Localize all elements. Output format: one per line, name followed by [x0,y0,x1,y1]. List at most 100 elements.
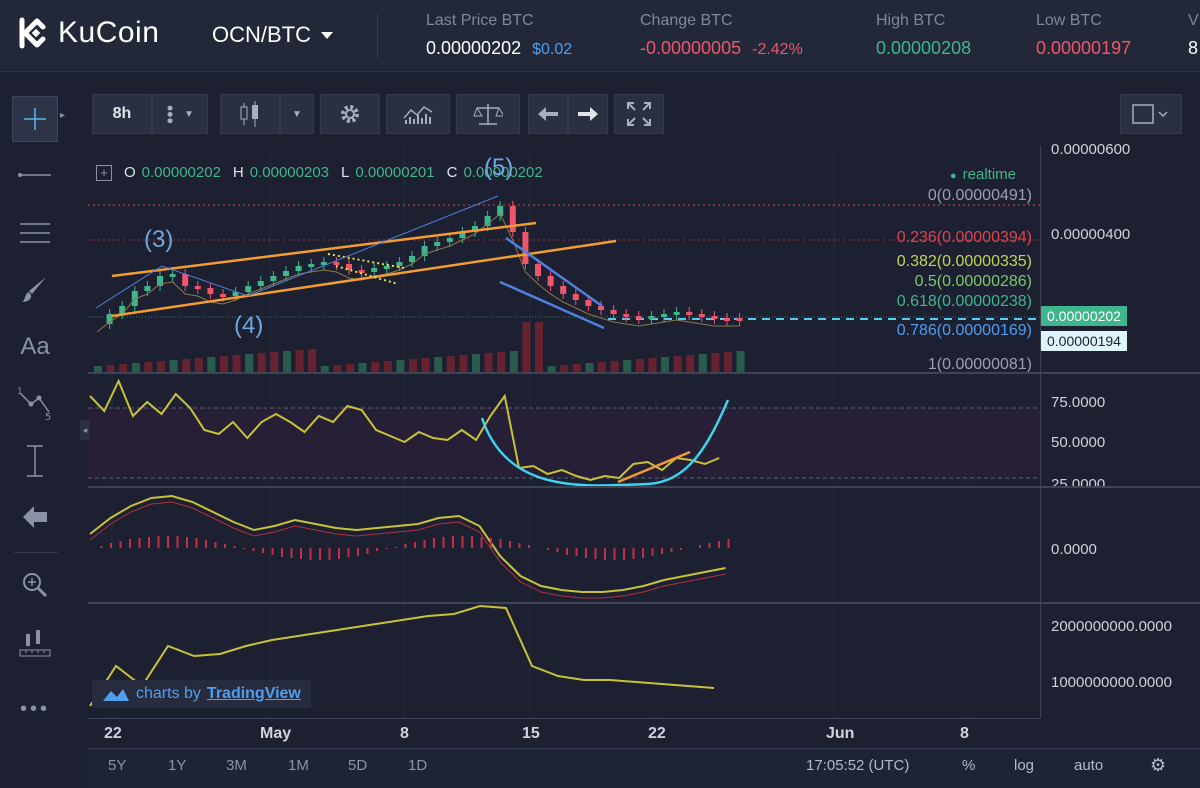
undo-icon [538,107,558,121]
time-tick: 8 [400,725,409,742]
compare-button[interactable] [456,94,520,134]
time-tick: 22 [104,725,122,742]
collapse-pane-icon[interactable]: ◂ [80,420,90,440]
horizontal-lines-tool[interactable] [12,210,58,256]
volume-bar [459,355,468,372]
volume-bar [371,362,380,372]
brush-icon [22,277,46,302]
vertical-dots-icon: ••• [160,104,181,124]
candle [635,316,642,319]
pane-divider[interactable] [88,486,1200,488]
percent-toggle[interactable]: % [962,757,976,774]
candle [144,286,151,291]
ohlc-open: 0.00000202 [141,164,221,181]
pane-divider[interactable] [88,602,1200,604]
candle [257,281,264,286]
candle [358,270,365,273]
range-1m[interactable]: 1M [288,757,309,774]
interval-button[interactable]: 8h [92,94,152,134]
crosshair-icon [24,108,46,130]
candle [220,294,226,297]
toolbar-divider [14,552,58,553]
range-5y[interactable]: 5Y [108,757,127,774]
undo-button[interactable] [528,94,568,134]
fib-level-0618: 0.618(0.00000238) [896,293,1032,310]
wedge-upper [505,236,603,308]
gear-icon[interactable]: ⚙ [1150,755,1167,775]
chart-type-dropdown[interactable]: ▼ [280,94,314,134]
range-1d[interactable]: 1D [408,757,428,774]
rounding-bottom-arc [480,399,730,487]
trend-line-tool[interactable] [12,152,58,198]
candle [446,238,453,242]
zoom-tool[interactable] [12,562,58,608]
pair-selector[interactable]: OCN/BTC [212,22,333,48]
text-tool[interactable]: Aa [12,324,58,370]
auto-toggle[interactable]: auto [1074,757,1104,774]
layout-button[interactable] [1120,94,1182,134]
kucoin-logo[interactable]: KuCoin [12,14,159,52]
volume-bar [320,366,329,372]
stat-value: 0.00000202 $0.02 [426,38,572,59]
expand-arrow-icon[interactable]: ▸ [60,110,66,121]
moving-average-line [96,213,740,333]
time-axis[interactable]: 22 May 8 15 22 Jun 8 [88,718,1040,746]
collapse-legend-icon[interactable]: + [96,164,112,181]
fullscreen-button[interactable] [614,94,664,134]
volume-bar [106,365,115,372]
tradingview-watermark[interactable]: charts by TradingView [92,680,311,708]
volume-bar [610,361,619,372]
volume-bar [673,356,682,372]
candle [472,226,478,232]
candle [434,242,441,246]
volume-bar [409,359,417,372]
last-price-tag: 0.00000202 [1041,306,1127,326]
rsi-tick: 25.0000 [1051,476,1106,488]
price-axis[interactable]: 0.00000600 0.00000400 0.00000202 0.00000… [1040,141,1200,718]
range-3m[interactable]: 3M [226,757,247,774]
more-tools[interactable]: ••• [12,686,58,732]
candle [572,294,579,300]
log-toggle[interactable]: log [1014,757,1035,774]
crosshair-tool[interactable] [12,96,58,142]
time-tick: 8 [960,725,969,742]
settings-button[interactable] [320,94,380,134]
candle [661,314,667,317]
chart-type-button[interactable] [220,94,280,134]
kucoin-logo-icon [19,17,46,49]
redo-button[interactable] [568,94,608,134]
brush-tool[interactable] [12,266,58,312]
range-5d[interactable]: 5D [348,757,368,774]
volume-value: 8 [1188,38,1199,58]
scale-balance-icon [473,104,503,125]
candlestick-icon [240,101,258,127]
candle [736,318,743,321]
candle [182,274,189,286]
clock[interactable]: 17:05:52 (UTC) [806,757,910,774]
volume-bar [736,351,745,372]
candle [686,312,693,315]
range-1y[interactable]: 1Y [168,757,187,774]
pane-divider[interactable] [88,372,1200,374]
volume-bar [711,353,720,372]
candle [598,306,604,310]
arrow-left-icon [23,506,47,528]
signal-line [89,501,726,599]
chart-tool[interactable] [12,620,58,666]
interval-dropdown[interactable]: ••• ▼ [152,94,208,134]
candle [421,246,428,256]
indicators-button[interactable] [386,94,450,134]
stat-label: High BTC [876,12,946,29]
rsi-trendline [617,450,691,484]
candle [308,264,315,267]
chart-canvas[interactable] [88,146,1040,718]
candle [535,264,541,276]
pattern-icon: 15 [17,387,51,420]
top-header: KuCoin OCN/BTC Last Price BTC 0.00000202… [0,0,1200,72]
measure-tool[interactable] [12,438,58,484]
volume-bar [522,322,531,372]
volume-bar [497,352,506,372]
candle [295,266,302,271]
back-tool[interactable] [12,494,58,540]
